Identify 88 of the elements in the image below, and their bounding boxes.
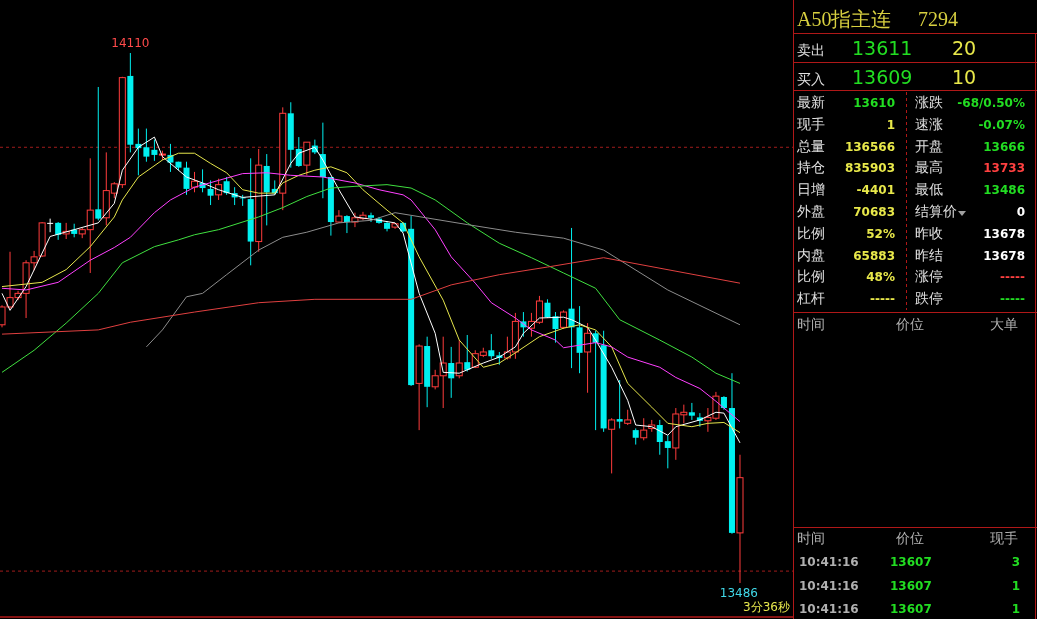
candlestick — [295, 136, 302, 168]
text: 卖出 — [797, 42, 825, 58]
text: 速涨 — [915, 115, 943, 132]
text: 价位 — [895, 316, 924, 332]
text: 涨跌 — [915, 94, 943, 110]
text: 时间 — [797, 530, 825, 546]
text: 日增 — [797, 181, 825, 198]
text: 7294 — [918, 8, 958, 30]
text: 0 — [1016, 205, 1025, 219]
text: 13678 — [983, 248, 1025, 263]
text: 20 — [952, 37, 977, 59]
candlestick — [183, 161, 190, 196]
candlestick — [688, 402, 695, 421]
candlestick — [303, 141, 311, 176]
text: -68/0.50% — [957, 96, 1025, 110]
text: 昨收 — [915, 224, 943, 241]
text: 10:41:16 — [799, 555, 859, 569]
text: 10:41:16 — [799, 602, 859, 616]
candlestick — [552, 311, 559, 344]
text: 比例 — [797, 224, 825, 241]
candlestick — [207, 179, 214, 206]
text: 13609 — [852, 66, 913, 88]
text: 开盘 — [915, 137, 943, 154]
text: 48% — [866, 270, 895, 285]
candlestick — [455, 339, 463, 379]
text: 13610 — [853, 96, 895, 110]
text: ----- — [1000, 270, 1026, 285]
text: 835903 — [844, 161, 895, 176]
text: 现手 — [797, 115, 825, 132]
candlestick — [535, 295, 543, 325]
text: 大单 — [990, 316, 1018, 332]
text: 10:41:16 — [799, 578, 859, 593]
text: 价位 — [895, 530, 924, 546]
text: 比例 — [797, 268, 825, 285]
candlestick — [47, 218, 54, 233]
text: 3 — [1011, 555, 1020, 569]
text: 13666 — [983, 139, 1025, 154]
candlestick — [151, 139, 158, 162]
text: 内盘 — [797, 246, 825, 263]
text: 持仓 — [797, 159, 825, 176]
text: 3分36秒 — [743, 600, 790, 614]
text: 跌停 — [915, 290, 943, 307]
annotation: 14110 — [111, 36, 150, 50]
text: 70683 — [853, 205, 895, 219]
candlestick — [448, 346, 455, 399]
candlestick — [488, 333, 495, 360]
text: 13607 — [890, 578, 932, 593]
text: 最高 — [915, 159, 943, 176]
text: 13678 — [983, 226, 1025, 241]
text: 65883 — [853, 248, 895, 263]
text: ----- — [1000, 292, 1026, 307]
text: 13733 — [983, 161, 1025, 176]
candlestick — [616, 379, 623, 429]
text: 结算价 — [915, 203, 957, 219]
candlestick — [584, 322, 592, 394]
text: 136566 — [844, 139, 895, 154]
text: -4401 — [856, 183, 895, 198]
text: 1 — [1011, 578, 1020, 593]
text: 外盘 — [797, 203, 825, 219]
candlestick — [143, 128, 150, 163]
text: 52% — [866, 226, 895, 241]
text: 时间 — [797, 316, 825, 332]
candlestick — [464, 334, 471, 373]
text: 买入 — [797, 71, 825, 87]
text: A50指主连 — [797, 8, 892, 30]
text: 1 — [886, 117, 895, 132]
candlestick — [608, 417, 616, 474]
text: 最新 — [797, 94, 825, 110]
text: 总量 — [796, 137, 825, 154]
text: 最低 — [915, 181, 943, 198]
text: -0.07% — [978, 117, 1025, 132]
text: 1 — [1011, 602, 1020, 616]
candlestick — [664, 434, 671, 469]
annotation: 13486 — [719, 586, 758, 600]
candlestick — [95, 86, 102, 221]
text: 10 — [952, 66, 977, 88]
text: 涨停 — [915, 268, 943, 285]
text: 现手 — [990, 530, 1018, 546]
text: ----- — [870, 292, 896, 307]
text: 13607 — [890, 555, 932, 569]
candlestick — [640, 417, 648, 441]
text: 13607 — [890, 602, 932, 616]
text: 杠杆 — [796, 290, 825, 307]
text: 昨结 — [915, 246, 943, 263]
text: 13611 — [852, 37, 913, 59]
candlestick — [343, 214, 350, 234]
text: 13486 — [983, 183, 1025, 198]
candlestick — [656, 419, 663, 456]
